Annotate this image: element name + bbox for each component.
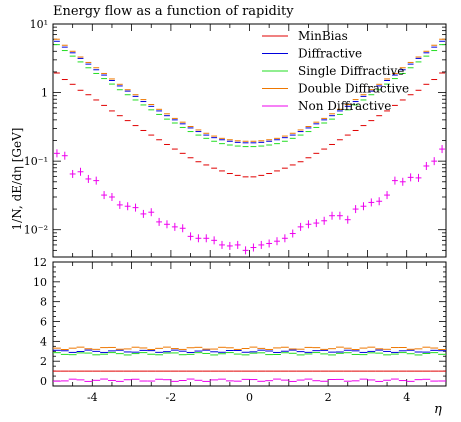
series-double-diffractive xyxy=(54,38,445,142)
y-tick-label: 1 xyxy=(41,87,48,100)
y-tick-label: 2 xyxy=(40,355,47,368)
y-tick-label: 8 xyxy=(40,296,47,309)
legend-label: Double Diffractive xyxy=(298,82,409,96)
x-axis-label: η xyxy=(434,402,442,417)
x-tick-label: 2 xyxy=(325,391,332,404)
y-tick-label: 10¹ xyxy=(30,18,48,31)
y-tick-label: 0 xyxy=(40,375,47,388)
x-tick-label: -4 xyxy=(87,391,98,404)
ratio-series-diffractive xyxy=(53,349,446,353)
y-tick-label: 10⁻¹ xyxy=(24,155,48,168)
ratio-series-non-diffractive xyxy=(53,378,446,382)
y-tick-label: 10 xyxy=(33,276,47,289)
series-minbias xyxy=(54,72,445,178)
chart-title: Energy flow as a function of rapidity xyxy=(53,4,294,19)
series-diffractive xyxy=(54,40,445,144)
ratio-series-single-diffractive xyxy=(53,352,446,356)
y-tick-label: 4 xyxy=(40,335,47,348)
legend-label: Single Diffractive xyxy=(298,64,404,78)
y-tick-label: 10⁻² xyxy=(24,224,48,237)
y-tick-label: 12 xyxy=(33,256,47,269)
x-tick-label: 4 xyxy=(403,391,410,404)
ratio-frame xyxy=(52,261,447,387)
legend-label: Diffractive xyxy=(298,47,362,61)
series-single-diffractive xyxy=(54,44,445,148)
legend-label: Non Diffractive xyxy=(298,99,391,113)
ratio-series-double-diffractive xyxy=(53,346,446,350)
ratio-panel: -4 -2 0 2 4 0 2 4 6 8 10 12 xyxy=(33,256,447,404)
series-non-diffractive xyxy=(54,145,445,255)
main-frame xyxy=(52,23,447,258)
x-tick-label: -2 xyxy=(166,391,177,404)
y-tick-label: 6 xyxy=(40,316,47,329)
x-tick-label: 0 xyxy=(246,391,253,404)
legend-label: MinBias xyxy=(298,29,348,43)
legend: MinBias Diffractive Single Diffractive Doub… xyxy=(262,29,409,113)
main-panel: 10⁻² 10⁻¹ 1 10¹ xyxy=(24,18,447,258)
